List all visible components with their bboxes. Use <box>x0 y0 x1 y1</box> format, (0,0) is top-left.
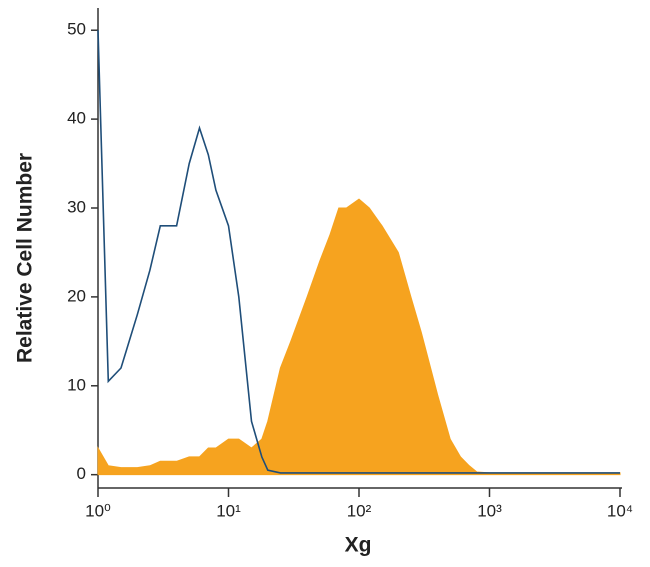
y-tick-label: 50 <box>67 20 86 39</box>
x-tick-label: 10⁰ <box>85 501 111 520</box>
x-axis-label: Xg <box>345 534 372 557</box>
y-tick-label: 30 <box>67 197 86 216</box>
x-tick-label: 10³ <box>477 501 502 520</box>
y-tick-label: 40 <box>67 109 86 128</box>
x-tick-label: 10² <box>347 501 372 520</box>
y-tick-label: 10 <box>67 375 86 394</box>
y-axis-label: Relative Cell Number <box>14 153 37 363</box>
histogram-area <box>97 198 621 476</box>
histogram-line <box>97 30 620 474</box>
y-tick-label: 0 <box>77 464 86 483</box>
x-tick-label: 10¹ <box>216 501 241 520</box>
y-tick-label: 20 <box>67 286 86 305</box>
x-tick-label: 10⁴ <box>607 501 633 520</box>
